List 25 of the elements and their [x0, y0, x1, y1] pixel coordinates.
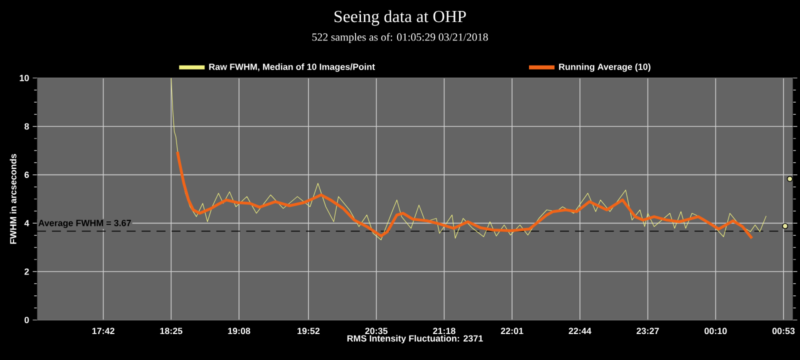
x-tick-label: 19:52 [298, 328, 320, 334]
x-tick-label: 21:18 [433, 328, 456, 334]
chart-subtitle: 522 samples as of: 01:05:29 03/21/2018 [312, 32, 488, 44]
x-tick-label: 20:35 [365, 328, 388, 334]
y-tick-label: 0 [24, 316, 29, 324]
x-tick-label: 18:25 [160, 328, 182, 334]
x-tick-label: 22:44 [568, 328, 592, 334]
y-tick-label: 8 [24, 123, 29, 130]
y-tick-label: 10 [20, 74, 29, 82]
ref-line-label: Average FWHM = 3.67 [38, 220, 131, 228]
legend-label: Raw FWHM, Median of 10 Images/Point [209, 63, 375, 72]
x-tick-label: 00:10 [704, 328, 727, 334]
x-tick-label: 19:08 [228, 328, 250, 334]
y-tick-label: 4 [24, 220, 30, 226]
x-tick-label: 22:01 [500, 328, 524, 334]
x-tick-label: 23:27 [636, 328, 659, 334]
x-tick-label: 00:53 [772, 328, 795, 334]
y-tick-label: 6 [24, 172, 29, 178]
x-tick-label: 17:42 [92, 328, 114, 334]
legend-label: Running Average (10) [559, 63, 650, 72]
chart-title: Seeing data at OHP [334, 10, 466, 26]
line-series [176, 150, 754, 240]
x-axis-title: RMS Intensity Fluctuation: 2371 [347, 334, 483, 344]
y-axis-title: FWHM in arcseconds [10, 154, 16, 244]
y-tick-label: 2 [24, 268, 29, 275]
